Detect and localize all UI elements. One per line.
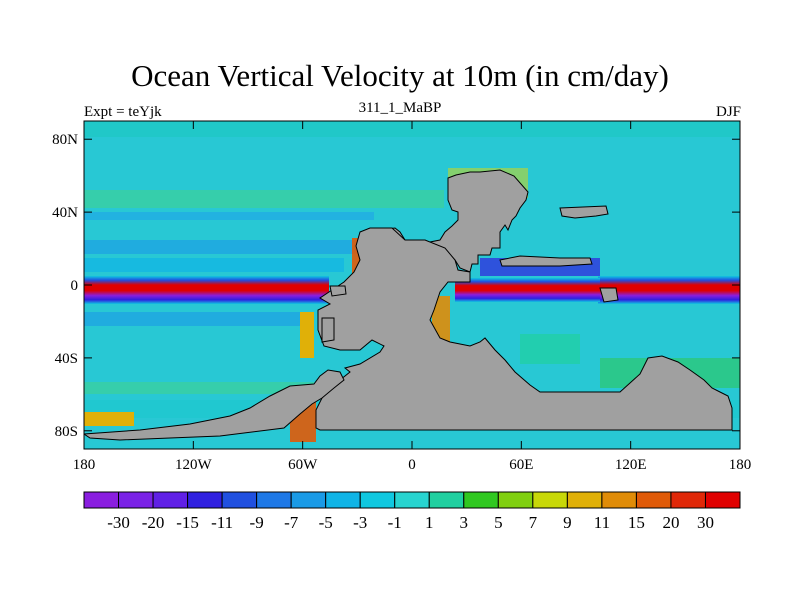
field-northern-band	[84, 190, 444, 208]
colorbar-swatch	[532, 491, 568, 509]
colorbar-label: 20	[662, 513, 679, 532]
y-tick-label: 40N	[52, 205, 78, 221]
colorbar-label: 9	[563, 513, 572, 532]
colorbar-label: 7	[529, 513, 538, 532]
colorbar-label: -3	[353, 513, 367, 532]
colorbar: -30 -20 -15 -11 -9 -7 -5 -3 -1 1 3 5 7 9 11 15 20 30	[83, 491, 741, 532]
land-island-3	[599, 287, 619, 303]
equatorial-upwelling-central	[455, 278, 600, 302]
y-tick-label: 0	[71, 278, 79, 294]
field-polar-highlight	[84, 412, 134, 426]
colorbar-label: -7	[284, 513, 299, 532]
x-tick-label: 0	[408, 457, 416, 473]
colorbar-swatch	[428, 491, 465, 509]
y-tick-label: 80S	[55, 424, 78, 440]
colorbar-swatch	[670, 491, 706, 509]
colorbar-label: 30	[697, 513, 714, 532]
field-tropic-band	[84, 258, 344, 272]
y-tick-label: 40S	[55, 351, 78, 367]
colorbar-swatch	[325, 491, 361, 509]
colorbar-swatch	[497, 491, 534, 509]
colorbar-swatch	[290, 491, 327, 509]
colorbar-swatch	[83, 491, 120, 509]
land-main-continent	[315, 227, 733, 431]
colorbar-label: -9	[250, 513, 264, 532]
x-tick-label: 60E	[509, 457, 533, 473]
colorbar-swatch	[601, 491, 637, 509]
land-island-4	[329, 285, 347, 297]
season-label: DJF	[715, 104, 741, 120]
colorbar-swatch	[221, 491, 258, 509]
colorbar-swatch	[359, 491, 396, 509]
run-label: 311_1_MaBP	[358, 100, 442, 116]
x-tick-label: 180	[729, 457, 752, 473]
land-island-2	[499, 255, 593, 267]
colorbar-label: -15	[176, 513, 199, 532]
x-axis: 180 120W 60W 0 60E 120E 180	[73, 121, 752, 473]
colorbar-swatch	[256, 491, 292, 509]
colorbar-label: 11	[594, 513, 610, 532]
x-tick-label: 180	[73, 457, 96, 473]
colorbar-label: -20	[142, 513, 165, 532]
field-southern-band	[84, 312, 314, 326]
field-coastal-highlight-3	[352, 238, 362, 278]
colorbar-label: 3	[460, 513, 469, 532]
colorbar-label: -1	[388, 513, 402, 532]
colorbar-swatch	[635, 491, 672, 509]
equatorial-upwelling-west	[84, 276, 329, 304]
land-masses	[84, 169, 733, 441]
colorbar-swatch	[566, 491, 603, 509]
field-subtropic-band	[84, 240, 364, 254]
colorbar-swatch	[463, 491, 499, 509]
field-southern-green-band	[84, 382, 314, 394]
chart-title: Ocean Vertical Velocity at 10m (in cm/da…	[131, 58, 669, 93]
y-tick-label: 80N	[52, 132, 78, 148]
colorbar-label: 15	[628, 513, 645, 532]
x-tick-label: 120W	[175, 457, 213, 473]
velocity-field	[84, 121, 740, 449]
equatorial-upwelling-east	[598, 276, 740, 304]
colorbar-label: -11	[211, 513, 233, 532]
colorbar-label: -5	[319, 513, 333, 532]
land-southwest-peninsula	[84, 369, 345, 441]
colorbar-swatch	[394, 491, 430, 509]
field-midlat-band	[84, 212, 374, 220]
experiment-label: Expt = teYjk	[84, 104, 162, 120]
colorbar-swatch	[704, 491, 741, 509]
colorbar-swatch	[152, 491, 189, 509]
land-island-1	[559, 205, 609, 219]
colorbar-label: 1	[425, 513, 434, 532]
y-axis: 80N 40N 0 40S 80S	[52, 132, 740, 440]
colorbar-label: -30	[107, 513, 130, 532]
field-south-green	[520, 334, 580, 364]
field-coastal-highlight-1	[300, 312, 314, 358]
colorbar-label: 5	[494, 513, 503, 532]
x-tick-label: 60W	[288, 457, 318, 473]
x-tick-label: 120E	[615, 457, 647, 473]
colorbar-swatch	[118, 491, 154, 509]
land-island-5	[321, 317, 335, 343]
colorbar-swatch	[187, 491, 223, 509]
